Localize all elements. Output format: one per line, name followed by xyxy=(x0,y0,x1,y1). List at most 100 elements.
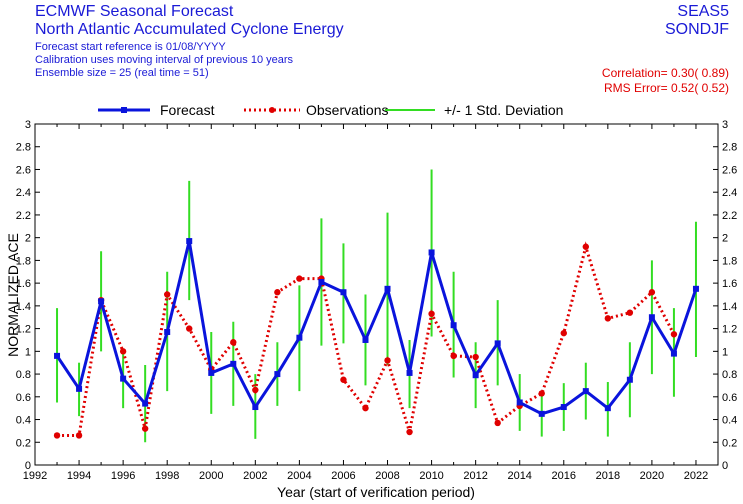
y-tick-label-right: 1.6 xyxy=(722,278,737,290)
y-tick-label-right: 1.8 xyxy=(722,255,737,267)
observation-point xyxy=(494,419,501,427)
observation-point xyxy=(406,428,413,436)
y-tick-label: 1.8 xyxy=(16,255,31,267)
x-tick-label: 2020 xyxy=(640,470,664,482)
observation-point xyxy=(450,352,457,360)
y-tick-label-right: 0 xyxy=(722,460,728,472)
forecast-point xyxy=(142,400,149,407)
observation-point xyxy=(428,310,435,318)
forecast-point xyxy=(120,375,127,382)
y-tick-label-right: 2.8 xyxy=(722,142,737,154)
y-tick-label: 1.6 xyxy=(16,278,31,290)
legend: Forecast Observations +/- 1 Std. Deviati… xyxy=(98,102,563,118)
legend-forecast-label: Forecast xyxy=(160,102,215,118)
season-label: SONDJF xyxy=(665,21,729,38)
y-tick-label-right: 2.6 xyxy=(722,164,737,176)
observation-point xyxy=(53,432,61,439)
forecast-point xyxy=(318,278,325,285)
forecast-point xyxy=(626,376,633,383)
y-tick-label: 2 xyxy=(25,233,31,245)
forecast-point xyxy=(98,298,105,305)
forecast-point xyxy=(670,350,677,357)
y-tick-label-right: 1 xyxy=(722,346,728,358)
observation-point xyxy=(274,289,281,296)
y-tick-label-right: 0.4 xyxy=(722,415,737,427)
x-tick-label: 2014 xyxy=(507,470,531,482)
x-tick-label: 2000 xyxy=(199,470,223,482)
correlation-label: Correlation= 0.30( 0.89) xyxy=(601,66,729,80)
y-tick-label: 1.2 xyxy=(16,324,31,336)
y-tick-label: 2.4 xyxy=(16,187,31,199)
x-tick-label: 1996 xyxy=(111,470,135,482)
x-tick-label: 1998 xyxy=(155,470,179,482)
observation-point xyxy=(340,376,347,383)
forecast-point xyxy=(186,238,193,245)
y-tick-label: 2.8 xyxy=(16,142,31,154)
observation-point xyxy=(560,329,567,337)
chart-title-line1: ECMWF Seasonal Forecast xyxy=(35,3,234,20)
forecast-point xyxy=(230,360,237,367)
x-tick-label: 2016 xyxy=(552,470,576,482)
y-tick-label-right: 1.4 xyxy=(722,301,737,313)
forecast-point xyxy=(208,369,215,376)
y-tick-label-right: 3 xyxy=(722,119,728,131)
observation-point xyxy=(252,386,259,394)
observation-point xyxy=(141,425,149,432)
observation-point xyxy=(648,289,656,296)
forecast-line xyxy=(55,239,698,416)
observation-point xyxy=(230,339,237,346)
forecast-point xyxy=(274,371,281,378)
observation-point xyxy=(163,291,171,298)
y-tick-label-right: 1.2 xyxy=(722,324,737,336)
observation-point xyxy=(472,353,479,361)
x-tick-label: 2006 xyxy=(331,470,355,482)
forecast-point xyxy=(494,340,501,347)
plot-frame xyxy=(34,123,719,466)
x-tick-label: 1992 xyxy=(23,470,47,482)
legend-observations-label: Observations xyxy=(306,102,388,118)
model-label: SEAS5 xyxy=(677,3,729,20)
y-tick-label: 3 xyxy=(25,119,31,131)
forecast-point xyxy=(604,405,611,412)
observation-point xyxy=(604,315,612,322)
forecast-point xyxy=(54,352,61,359)
y-tick-label-right: 2 xyxy=(722,233,728,245)
x-tick-label: 2002 xyxy=(243,470,267,482)
info-start-reference: Forecast start reference is 01/08/YYYY xyxy=(35,41,226,53)
forecast-point xyxy=(538,410,545,417)
x-tick-label: 1994 xyxy=(67,470,91,482)
observations-line xyxy=(57,241,676,437)
forecast-point xyxy=(76,385,83,392)
y-tick-label-right: 2.4 xyxy=(722,187,737,199)
y-axis-label: NORMALIZED ACE xyxy=(5,233,21,357)
forecast-point xyxy=(296,334,303,341)
y-tick-label: 0.8 xyxy=(16,369,31,381)
observation-point xyxy=(119,348,127,355)
forecast-point xyxy=(362,336,369,343)
rms-error-label: RMS Error= 0.52( 0.52) xyxy=(603,81,729,95)
observation-point xyxy=(75,432,83,439)
legend-forecast-marker xyxy=(121,107,127,113)
legend-std-label: +/- 1 Std. Deviation xyxy=(444,102,563,118)
y-tick-label: 1.4 xyxy=(16,301,31,313)
chart-title-line2: North Atlantic Accumulated Cyclone Energ… xyxy=(35,21,344,38)
x-tick-label: 2004 xyxy=(287,470,311,482)
observation-point xyxy=(582,243,590,250)
y-tick-label-right: 0.2 xyxy=(722,437,737,449)
observation-point xyxy=(384,357,391,364)
observation-point xyxy=(670,331,678,338)
y-tick-label: 0.6 xyxy=(16,392,31,404)
y-tick-label: 1 xyxy=(25,346,31,358)
forecast-point xyxy=(428,249,435,256)
forecast-point xyxy=(516,399,523,406)
info-calibration: Calibration uses moving interval of prev… xyxy=(35,54,294,66)
y-tick-label: 2.6 xyxy=(16,164,31,176)
legend-observations-marker xyxy=(269,107,275,113)
observation-point xyxy=(362,404,369,412)
observation-point xyxy=(626,309,634,316)
forecast-point xyxy=(252,404,259,411)
y-tick-label: 0.2 xyxy=(16,437,31,449)
forecast-point xyxy=(560,404,567,411)
forecast-point xyxy=(582,388,589,395)
